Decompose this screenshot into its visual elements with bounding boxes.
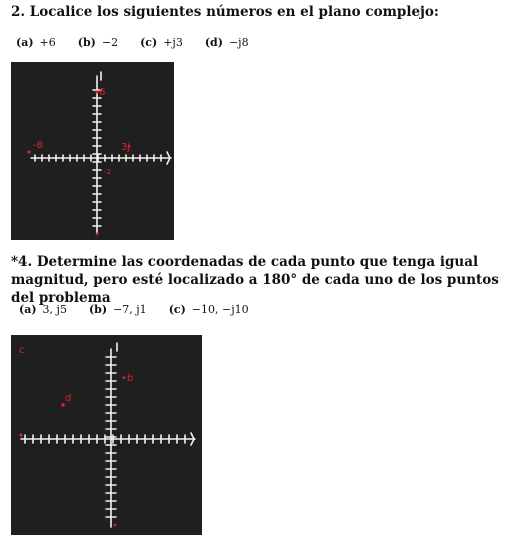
- part-value: +j3: [163, 36, 183, 49]
- problem-2-title: 2. Localice los siguientes números en el…: [11, 4, 439, 20]
- part-value: +6: [39, 36, 56, 49]
- part-b: (b) −2: [78, 36, 118, 49]
- sketch-mark-neg8: -8: [33, 140, 43, 151]
- sketch-mark-6: 6: [99, 87, 105, 98]
- part-label: (c): [168, 303, 186, 316]
- part-value: −2: [101, 36, 119, 49]
- problem-4-parts: (a) 3, j5 (b) −7, j1 (c) −10, −j10: [19, 303, 271, 316]
- part-b: (b) −7, j1: [89, 303, 147, 316]
- problem-2-parts: (a) +6 (b) −2 (c) +j3 (d) −j8: [16, 36, 271, 49]
- part-label: (a): [19, 303, 37, 316]
- part-a: (a) +6: [16, 36, 56, 49]
- sketch-mark-b: •b: [121, 373, 133, 384]
- part-value: −j8: [228, 36, 249, 49]
- part-label: (a): [16, 36, 34, 49]
- part-d: (d) −j8: [205, 36, 249, 49]
- part-c: (c) +j3: [140, 36, 183, 49]
- complex-plane-sketch-2: •b d c: [11, 335, 202, 535]
- part-label: (c): [140, 36, 158, 49]
- sketch-mark-c: c: [19, 345, 25, 356]
- sketch-mark-3j: 3j: [121, 142, 130, 153]
- problem-4-title: *4. Determine las coordenadas de cada pu…: [11, 254, 499, 306]
- complex-plane-sketch-1: 6 -8 3j -2: [11, 62, 174, 240]
- sketch-mark-neg2: -2: [104, 168, 111, 176]
- sketch-mark-d: d: [65, 393, 71, 404]
- part-label: (d): [204, 36, 223, 49]
- part-value: −10, −j10: [191, 303, 249, 316]
- part-c: (c) −10, −j10: [169, 303, 249, 316]
- part-label: (b): [88, 303, 108, 316]
- part-value: 3, j5: [42, 303, 67, 316]
- part-label: (b): [77, 36, 96, 49]
- part-value: −7, j1: [113, 303, 147, 316]
- part-a: (a) 3, j5: [19, 303, 67, 316]
